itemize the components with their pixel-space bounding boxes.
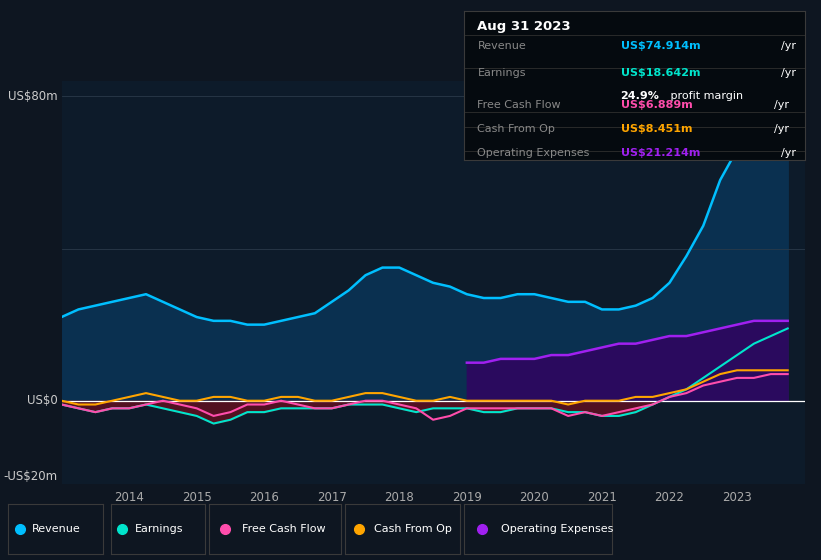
Text: Cash From Op: Cash From Op [478,124,555,134]
Text: US$80m: US$80m [8,90,57,103]
Text: Aug 31 2023: Aug 31 2023 [478,20,571,33]
Text: US$8.451m: US$8.451m [621,124,692,134]
Text: US$18.642m: US$18.642m [621,68,700,78]
Text: US$21.214m: US$21.214m [621,148,700,158]
Text: Operating Expenses: Operating Expenses [501,524,613,534]
Text: profit margin: profit margin [667,91,743,101]
Text: /yr: /yr [781,68,796,78]
Text: US$0: US$0 [27,394,57,407]
Text: /yr: /yr [781,148,796,158]
Text: 24.9%: 24.9% [621,91,659,101]
Text: Free Cash Flow: Free Cash Flow [478,100,561,110]
Text: Cash From Op: Cash From Op [374,524,452,534]
Text: Free Cash Flow: Free Cash Flow [242,524,326,534]
Text: /yr: /yr [773,100,789,110]
Text: Earnings: Earnings [135,524,183,534]
Text: Operating Expenses: Operating Expenses [478,148,589,158]
Text: US$6.889m: US$6.889m [621,100,692,110]
Text: Revenue: Revenue [32,524,80,534]
Text: /yr: /yr [773,124,789,134]
Text: US$74.914m: US$74.914m [621,41,700,51]
Text: Earnings: Earnings [478,68,526,78]
Text: /yr: /yr [781,41,796,51]
Text: -US$20m: -US$20m [4,470,57,483]
Text: Revenue: Revenue [478,41,526,51]
